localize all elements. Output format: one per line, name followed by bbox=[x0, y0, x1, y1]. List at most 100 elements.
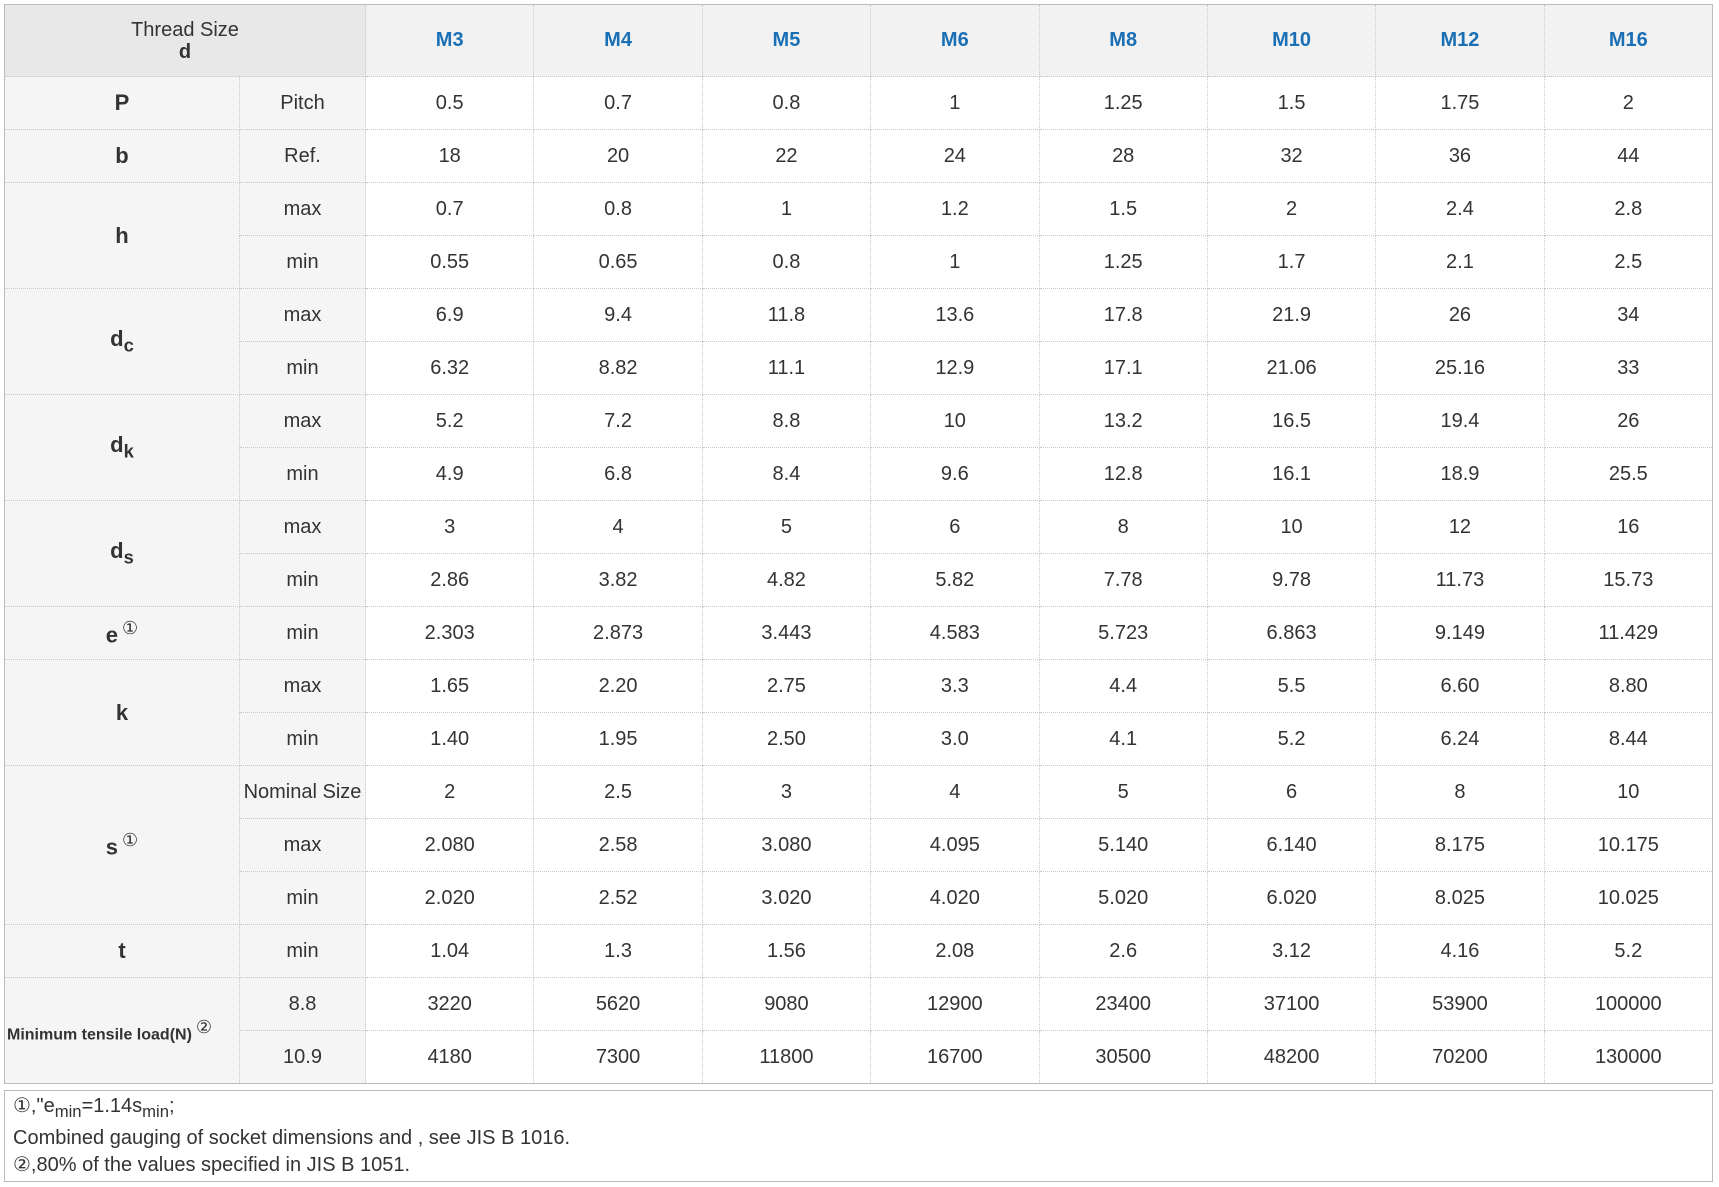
size-header: M3 bbox=[364, 4, 535, 77]
value-cell: 37100 bbox=[1206, 977, 1377, 1031]
value-cell: 2 bbox=[364, 765, 535, 819]
value-cell: 5.5 bbox=[1206, 659, 1377, 713]
note-text: ①,"e bbox=[13, 1095, 55, 1117]
symbol-cell: dc bbox=[4, 288, 240, 395]
size-header: M4 bbox=[533, 4, 703, 77]
row-label: min bbox=[239, 235, 366, 289]
value-cell: 4 bbox=[533, 500, 703, 554]
data-row: dc max 6.9 9.4 11.8 13.6 17.8 21.9 26 34 bbox=[4, 288, 1714, 395]
value-cell: 13.2 bbox=[1038, 394, 1208, 448]
row-label: max bbox=[239, 288, 366, 342]
table-body: Thread Size d M3 M4 M5 M6 M8 M10 M12 M16 P Pitch 0.5… bbox=[4, 4, 1714, 1084]
data-row: min 6.32 8.82 11.1 12.9 17.1 21.06 25.16 33 bbox=[5, 341, 1714, 395]
value-cell: 9080 bbox=[701, 977, 872, 1031]
value-cell: 24 bbox=[870, 129, 1040, 183]
value-cell: 5.82 bbox=[870, 553, 1040, 607]
symbol-mark: ② bbox=[195, 1016, 213, 1037]
value-cell: 11800 bbox=[701, 1030, 872, 1084]
value-cell: 53900 bbox=[1375, 977, 1545, 1031]
value-cell: 20 bbox=[533, 129, 703, 183]
value-cell: 1.75 bbox=[1375, 76, 1545, 130]
size-header: M12 bbox=[1375, 4, 1545, 77]
value-cell: 22 bbox=[701, 129, 872, 183]
value-cell: 0.7 bbox=[533, 76, 703, 130]
symbol-cell: P bbox=[4, 76, 240, 130]
value-cell: 3.82 bbox=[533, 553, 703, 607]
value-cell: 2.6 bbox=[1038, 924, 1208, 978]
value-cell: 1.5 bbox=[1038, 182, 1208, 236]
value-cell: 2.08 bbox=[870, 924, 1040, 978]
symbol-text: k bbox=[115, 699, 129, 725]
value-cell: 0.7 bbox=[364, 182, 535, 236]
symbol-cell: k bbox=[4, 659, 240, 766]
note-line: Combined gauging of socket dimensions an… bbox=[13, 1125, 1704, 1152]
value-cell: 0.65 bbox=[533, 235, 703, 289]
row-label: min bbox=[239, 447, 366, 501]
value-cell: 2.50 bbox=[701, 712, 872, 766]
note-text: ②,80% of the values specified in JIS B 1… bbox=[13, 1154, 411, 1176]
value-cell: 8.80 bbox=[1543, 659, 1714, 713]
value-cell: 2.4 bbox=[1375, 182, 1545, 236]
symbol-cell: t bbox=[4, 924, 240, 978]
value-cell: 8.8 bbox=[701, 394, 872, 448]
symbol-cell: ds bbox=[4, 500, 240, 607]
value-cell: 6 bbox=[870, 500, 1040, 554]
data-row: max 2.080 2.58 3.080 4.095 5.140 6.140 8.175 10.… bbox=[5, 818, 1714, 872]
value-cell: 2.1 bbox=[1375, 235, 1545, 289]
row-label: 8.8 bbox=[239, 977, 366, 1031]
value-cell: 10.175 bbox=[1543, 818, 1714, 872]
value-cell: 19.4 bbox=[1375, 394, 1545, 448]
data-row: min 0.55 0.65 0.8 1 1.25 1.7 2.1 2.5 bbox=[5, 235, 1714, 289]
symbol-text: P bbox=[114, 90, 130, 115]
data-row: Minimum tensile load(N) ② 8.8 3220 5620 9080 1… bbox=[4, 977, 1714, 1084]
value-cell: 2.873 bbox=[533, 606, 703, 660]
value-cell: 11.1 bbox=[701, 341, 872, 395]
value-cell: 9.4 bbox=[533, 288, 703, 342]
symbol-cell: dk bbox=[4, 394, 240, 501]
value-cell: 25.16 bbox=[1375, 341, 1545, 395]
value-cell: 10 bbox=[870, 394, 1040, 448]
thread-size-symbol: d bbox=[178, 40, 192, 63]
size-header: M16 bbox=[1543, 4, 1714, 77]
value-cell: 13.6 bbox=[870, 288, 1040, 342]
value-cell: 1.25 bbox=[1038, 76, 1208, 130]
value-cell: 3.3 bbox=[870, 659, 1040, 713]
row-label: max bbox=[239, 500, 366, 554]
thread-size-label: Thread Size bbox=[131, 18, 239, 41]
value-cell: 4 bbox=[870, 765, 1040, 819]
row-label: min bbox=[239, 924, 366, 978]
symbol-cell: b bbox=[4, 129, 240, 183]
value-cell: 1 bbox=[870, 235, 1040, 289]
note-text: ; bbox=[169, 1095, 175, 1117]
value-cell: 5.020 bbox=[1038, 871, 1208, 925]
value-cell: 6.020 bbox=[1206, 871, 1377, 925]
row-label: max bbox=[239, 182, 366, 236]
value-cell: 2.8 bbox=[1543, 182, 1714, 236]
value-cell: 7.2 bbox=[533, 394, 703, 448]
data-row: b Ref. 18 20 22 24 28 32 36 44 bbox=[4, 129, 1714, 183]
value-cell: 6.863 bbox=[1206, 606, 1377, 660]
value-cell: 16700 bbox=[870, 1030, 1040, 1084]
value-cell: 70200 bbox=[1375, 1030, 1545, 1084]
symbol-text: t bbox=[118, 938, 126, 963]
value-cell: 2.86 bbox=[364, 553, 535, 607]
row-label: max bbox=[239, 394, 366, 448]
row-label: min bbox=[239, 553, 366, 607]
value-cell: 10.025 bbox=[1543, 871, 1714, 925]
value-cell: 1.3 bbox=[533, 924, 703, 978]
value-cell: 5.2 bbox=[364, 394, 535, 448]
value-cell: 7.78 bbox=[1038, 553, 1208, 607]
symbol-text: d bbox=[110, 538, 124, 564]
value-cell: 1 bbox=[870, 76, 1040, 130]
value-cell: 130000 bbox=[1543, 1030, 1714, 1084]
row-label: min bbox=[239, 606, 366, 660]
value-cell: 4.16 bbox=[1375, 924, 1545, 978]
value-cell: 2.303 bbox=[364, 606, 535, 660]
value-cell: 0.55 bbox=[364, 235, 535, 289]
value-cell: 6.24 bbox=[1375, 712, 1545, 766]
value-cell: 21.06 bbox=[1206, 341, 1377, 395]
value-cell: 100000 bbox=[1543, 977, 1714, 1031]
value-cell: 26 bbox=[1375, 288, 1545, 342]
page: Thread Size d M3 M4 M5 M6 M8 M10 M12 M16 P Pitch 0.5… bbox=[0, 4, 1719, 1187]
value-cell: 2 bbox=[1543, 76, 1714, 130]
